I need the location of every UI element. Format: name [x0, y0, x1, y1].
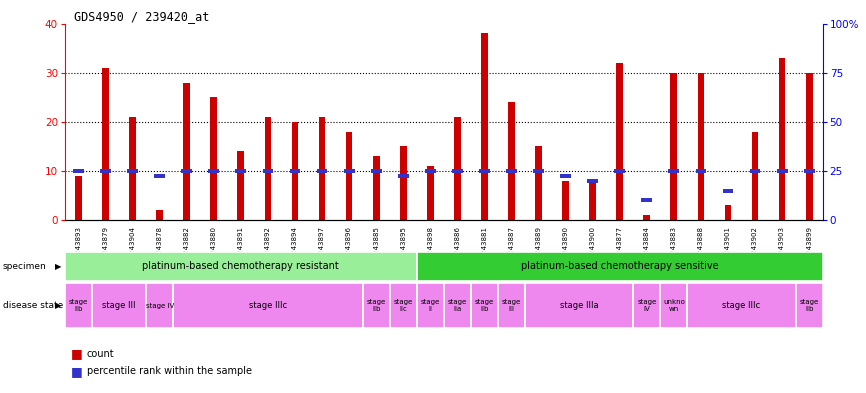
- Bar: [371, 169, 382, 173]
- Bar: [425, 169, 436, 173]
- Bar: [750, 169, 760, 173]
- Bar: [452, 169, 462, 173]
- Bar: [722, 189, 734, 193]
- Bar: [73, 169, 84, 173]
- Bar: [317, 169, 327, 173]
- Bar: [184, 83, 191, 220]
- Bar: [525, 283, 633, 328]
- Text: ▶: ▶: [55, 262, 62, 271]
- Bar: [688, 283, 796, 328]
- Bar: [363, 283, 390, 328]
- Bar: [533, 169, 544, 173]
- Bar: [390, 283, 417, 328]
- Bar: [498, 283, 525, 328]
- Bar: [100, 169, 111, 173]
- Text: ■: ■: [71, 347, 83, 360]
- Bar: [481, 33, 488, 220]
- Bar: [262, 169, 274, 173]
- Bar: [695, 169, 707, 173]
- Text: ▶: ▶: [55, 301, 62, 310]
- Text: stage
IIb: stage IIb: [69, 299, 88, 312]
- Bar: [210, 97, 217, 220]
- Bar: [479, 169, 490, 173]
- Bar: [508, 102, 515, 220]
- Bar: [319, 117, 326, 220]
- Bar: [102, 68, 109, 220]
- Bar: [643, 215, 650, 220]
- Bar: [65, 252, 417, 281]
- Bar: [400, 146, 407, 220]
- Bar: [670, 73, 677, 220]
- Text: unkno
wn: unkno wn: [662, 299, 685, 312]
- Bar: [669, 169, 679, 173]
- Bar: [506, 169, 517, 173]
- Text: disease state: disease state: [3, 301, 63, 310]
- Bar: [146, 283, 173, 328]
- Bar: [289, 169, 301, 173]
- Bar: [560, 174, 571, 178]
- Text: GDS4950 / 239420_at: GDS4950 / 239420_at: [74, 10, 209, 23]
- Text: platinum-based chemotherapy sensitive: platinum-based chemotherapy sensitive: [521, 261, 719, 271]
- Text: stage
IIb: stage IIb: [475, 299, 494, 312]
- Bar: [127, 169, 138, 173]
- Text: ■: ■: [71, 365, 83, 378]
- Bar: [796, 283, 823, 328]
- Bar: [443, 283, 471, 328]
- Text: stage
IIa: stage IIa: [448, 299, 467, 312]
- Text: specimen: specimen: [3, 262, 47, 271]
- Bar: [65, 283, 92, 328]
- Text: stage
IIb: stage IIb: [799, 299, 818, 312]
- Bar: [752, 132, 759, 220]
- Bar: [173, 283, 363, 328]
- Text: count: count: [87, 349, 114, 359]
- Text: stage III: stage III: [102, 301, 136, 310]
- Bar: [236, 169, 246, 173]
- Bar: [292, 122, 299, 220]
- Bar: [344, 169, 354, 173]
- Text: stage IIIc: stage IIIc: [249, 301, 287, 310]
- Bar: [454, 117, 461, 220]
- Bar: [154, 174, 165, 178]
- Bar: [181, 169, 192, 173]
- Bar: [397, 174, 409, 178]
- Text: stage
II: stage II: [421, 299, 440, 312]
- Bar: [471, 283, 498, 328]
- Bar: [346, 132, 352, 220]
- Text: stage IV: stage IV: [145, 303, 174, 309]
- Bar: [779, 58, 785, 220]
- Bar: [660, 283, 688, 328]
- Bar: [75, 176, 82, 220]
- Bar: [697, 73, 704, 220]
- Bar: [725, 205, 732, 220]
- Text: stage IIIa: stage IIIa: [559, 301, 598, 310]
- Bar: [156, 210, 163, 220]
- Text: stage
IIb: stage IIb: [366, 299, 385, 312]
- Text: stage IIIc: stage IIIc: [722, 301, 760, 310]
- Bar: [633, 283, 660, 328]
- Bar: [417, 283, 443, 328]
- Bar: [589, 181, 596, 220]
- Text: stage
III: stage III: [502, 299, 521, 312]
- Bar: [562, 181, 569, 220]
- Bar: [614, 169, 625, 173]
- Text: percentile rank within the sample: percentile rank within the sample: [87, 366, 252, 376]
- Bar: [92, 283, 146, 328]
- Bar: [805, 73, 812, 220]
- Bar: [777, 169, 787, 173]
- Bar: [617, 63, 624, 220]
- Bar: [264, 117, 271, 220]
- Bar: [372, 156, 379, 220]
- Bar: [237, 151, 244, 220]
- Bar: [417, 252, 823, 281]
- Text: platinum-based chemotherapy resistant: platinum-based chemotherapy resistant: [143, 261, 339, 271]
- Bar: [642, 198, 652, 202]
- Bar: [804, 169, 815, 173]
- Bar: [587, 179, 598, 183]
- Text: stage
IV: stage IV: [637, 299, 656, 312]
- Bar: [209, 169, 219, 173]
- Text: stage
IIc: stage IIc: [394, 299, 413, 312]
- Bar: [427, 166, 434, 220]
- Bar: [535, 146, 542, 220]
- Bar: [129, 117, 136, 220]
